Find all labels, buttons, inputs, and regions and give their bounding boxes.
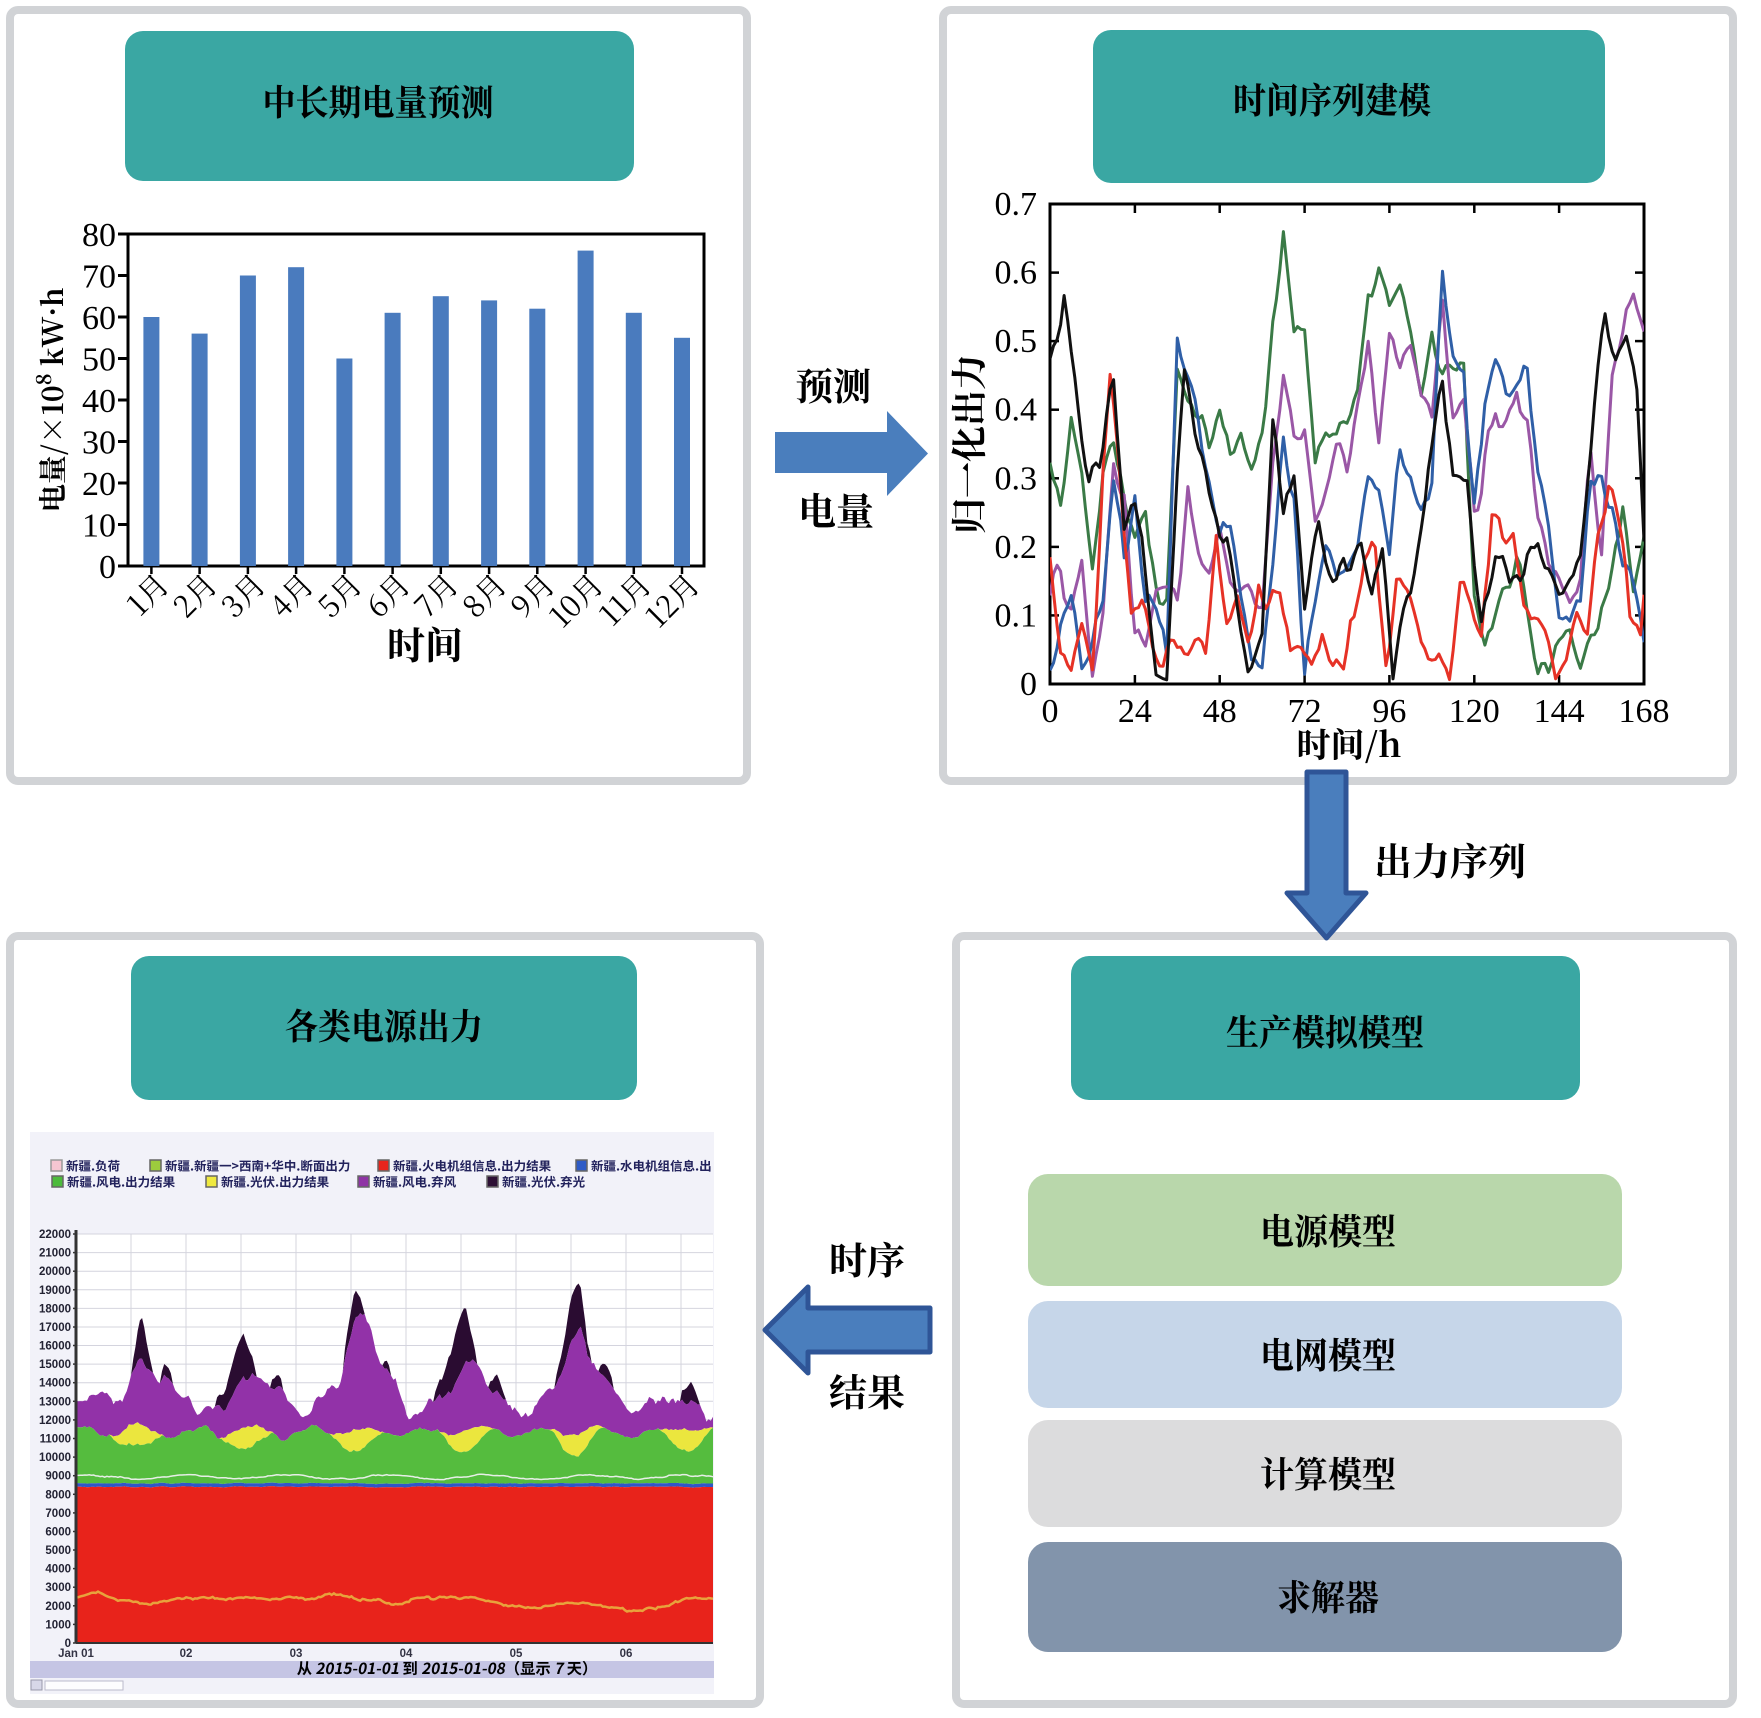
svg-text:3000: 3000: [45, 1582, 71, 1594]
svg-text:0.6: 0.6: [995, 255, 1038, 292]
svg-text:06: 06: [620, 1648, 633, 1660]
svg-text:0.4: 0.4: [995, 392, 1038, 429]
svg-text:0: 0: [1042, 693, 1059, 730]
svg-text:17000: 17000: [39, 1322, 71, 1334]
svg-text:60: 60: [82, 300, 116, 337]
svg-text:5000: 5000: [45, 1545, 71, 1557]
svg-text:21000: 21000: [39, 1248, 71, 1260]
svg-text:20000: 20000: [39, 1266, 71, 1278]
svg-text:70: 70: [82, 259, 116, 296]
svg-text:80: 80: [82, 217, 116, 254]
svg-text:12000: 12000: [39, 1415, 71, 1427]
svg-text:0: 0: [65, 1638, 71, 1650]
svg-text:10: 10: [82, 508, 116, 545]
svg-text:0: 0: [99, 549, 116, 586]
svg-text:19000: 19000: [39, 1285, 71, 1297]
svg-text:9000: 9000: [45, 1471, 71, 1483]
svg-text:48: 48: [1203, 693, 1237, 730]
svg-text:96: 96: [1372, 693, 1406, 730]
svg-text:02: 02: [180, 1648, 193, 1660]
svg-text:0: 0: [1020, 666, 1037, 703]
svg-text:50: 50: [82, 342, 116, 379]
svg-text:0.7: 0.7: [995, 186, 1038, 223]
svg-text:10000: 10000: [39, 1452, 71, 1464]
svg-text:13000: 13000: [39, 1396, 71, 1408]
svg-text:11000: 11000: [40, 1434, 71, 1446]
svg-text:168: 168: [1619, 693, 1670, 730]
svg-text:1000: 1000: [45, 1619, 71, 1631]
svg-text:8000: 8000: [45, 1489, 71, 1501]
svg-text:0.1: 0.1: [995, 597, 1038, 634]
svg-text:15000: 15000: [39, 1359, 71, 1371]
svg-text:0.2: 0.2: [995, 529, 1038, 566]
svg-text:04: 04: [400, 1648, 413, 1660]
svg-text:18000: 18000: [39, 1303, 71, 1315]
svg-text:7000: 7000: [45, 1508, 71, 1520]
svg-text:2000: 2000: [45, 1601, 71, 1613]
svg-text:72: 72: [1288, 693, 1322, 730]
svg-text:22000: 22000: [39, 1229, 71, 1241]
svg-text:16000: 16000: [39, 1341, 71, 1353]
svg-text:Jan 01: Jan 01: [58, 1648, 94, 1660]
svg-text:24: 24: [1118, 693, 1152, 730]
svg-text:144: 144: [1534, 693, 1585, 730]
svg-text:0.5: 0.5: [995, 323, 1038, 360]
svg-text:03: 03: [290, 1648, 303, 1660]
svg-text:05: 05: [510, 1648, 523, 1660]
svg-text:40: 40: [82, 383, 116, 420]
svg-text:6000: 6000: [45, 1527, 71, 1539]
svg-text:4000: 4000: [45, 1564, 71, 1576]
svg-text:14000: 14000: [39, 1378, 71, 1390]
svg-text:20: 20: [82, 466, 116, 503]
svg-text:0.3: 0.3: [995, 460, 1038, 497]
svg-text:120: 120: [1449, 693, 1500, 730]
svg-text:30: 30: [82, 425, 116, 462]
